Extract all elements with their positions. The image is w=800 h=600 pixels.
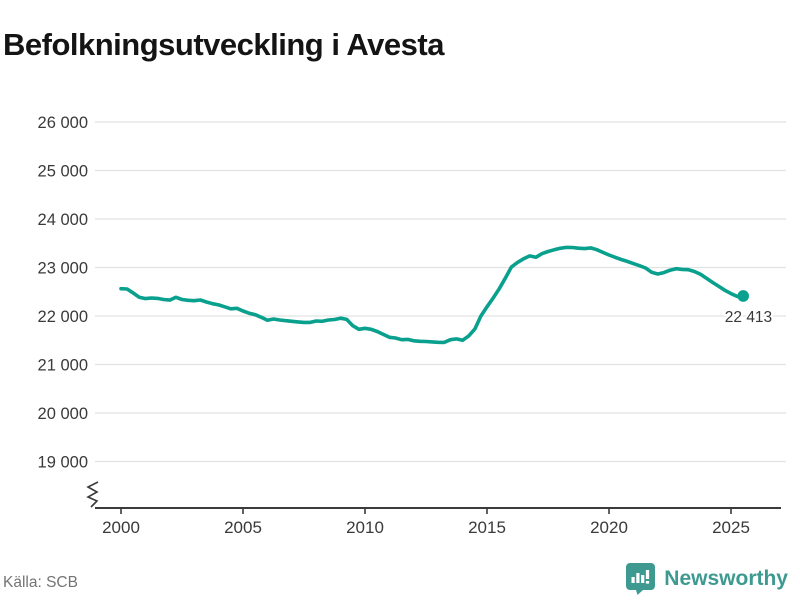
page-title: Befolkningsutveckling i Avesta xyxy=(3,26,444,62)
end-point-value-label: 22 413 xyxy=(725,309,772,326)
source-text: Källa: SCB xyxy=(3,574,78,591)
y-tick-label: 26 000 xyxy=(38,114,88,132)
newsworthy-logo[interactable]: Newsworthy xyxy=(625,562,788,595)
axis-break-icon xyxy=(86,481,99,508)
x-tick-label: 2025 xyxy=(712,518,750,537)
chart-footer: Källa: SCB Newsworthy xyxy=(0,556,800,600)
y-tick-label: 24 000 xyxy=(38,211,88,229)
x-tick-label: 2005 xyxy=(224,518,262,537)
x-tick-label: 2010 xyxy=(346,518,384,537)
population-line xyxy=(119,245,746,345)
y-tick-label: 21 000 xyxy=(38,357,88,375)
y-tick-label: 25 000 xyxy=(38,163,88,181)
y-tick-label: 19 000 xyxy=(38,454,88,472)
brand-name: Newsworthy xyxy=(664,566,788,590)
y-tick-label: 22 000 xyxy=(38,308,88,326)
end-point-marker xyxy=(737,290,749,302)
x-tick-label: 2015 xyxy=(468,518,506,537)
x-tick-label: 2000 xyxy=(102,518,140,537)
x-tick-label: 2020 xyxy=(590,518,628,537)
y-tick-label: 23 000 xyxy=(38,260,88,278)
y-tick-label: 20 000 xyxy=(38,405,88,423)
newsworthy-speech-bubble-bar-chart-icon xyxy=(626,563,656,595)
